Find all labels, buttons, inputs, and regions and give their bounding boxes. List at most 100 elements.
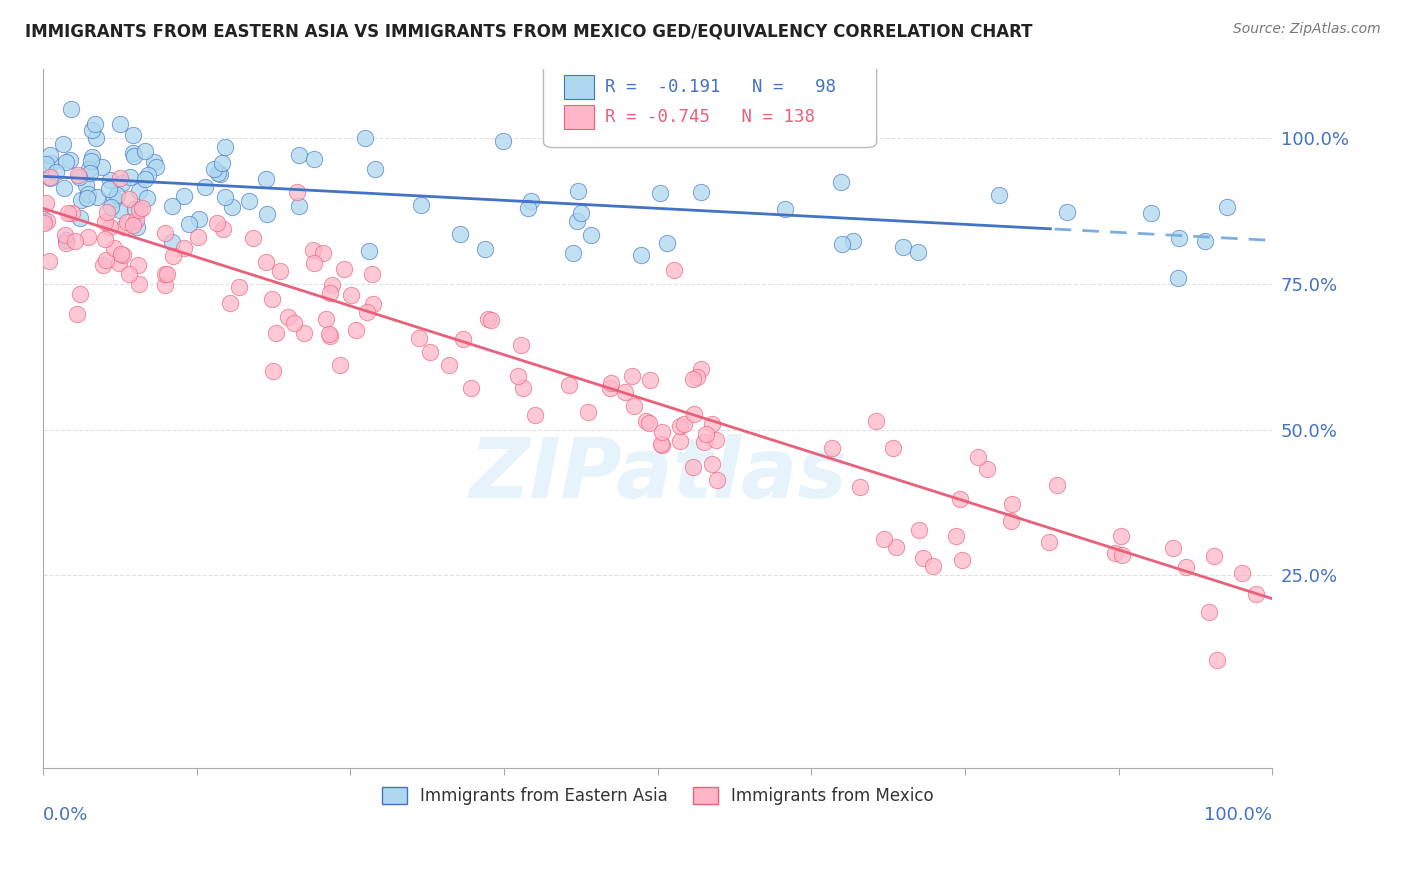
Point bbox=[62, 205, 84, 219]
Point bbox=[907, 245, 929, 260]
Point bbox=[820, 442, 842, 456]
Text: 0.0%: 0.0% bbox=[44, 806, 89, 824]
Point bbox=[55, 155, 77, 169]
Point bbox=[1244, 587, 1267, 601]
Point bbox=[128, 277, 150, 292]
Point bbox=[238, 194, 260, 208]
Point bbox=[76, 191, 98, 205]
Point bbox=[108, 171, 131, 186]
Point bbox=[512, 381, 534, 395]
Point bbox=[108, 202, 131, 217]
Point bbox=[160, 199, 183, 213]
Point bbox=[155, 278, 177, 293]
Point bbox=[262, 364, 284, 378]
Point bbox=[162, 249, 184, 263]
Point bbox=[254, 255, 277, 269]
Point bbox=[682, 372, 704, 386]
Point bbox=[194, 180, 217, 194]
Point bbox=[361, 268, 384, 282]
Point bbox=[52, 136, 75, 151]
Point bbox=[682, 459, 704, 474]
Point bbox=[118, 192, 141, 206]
Point bbox=[38, 171, 60, 186]
Point bbox=[45, 165, 67, 179]
Point bbox=[321, 278, 343, 293]
Point bbox=[599, 381, 621, 395]
Point bbox=[1104, 546, 1126, 560]
Point bbox=[361, 296, 384, 310]
Point bbox=[58, 153, 80, 167]
Point bbox=[127, 258, 149, 272]
Point bbox=[908, 523, 931, 537]
Point bbox=[509, 338, 531, 352]
Point bbox=[97, 182, 120, 196]
Point bbox=[98, 173, 121, 187]
FancyBboxPatch shape bbox=[544, 63, 876, 147]
Text: 100.0%: 100.0% bbox=[1205, 806, 1272, 824]
Point bbox=[82, 123, 104, 137]
Point bbox=[474, 242, 496, 256]
Point bbox=[460, 381, 482, 395]
Point bbox=[706, 473, 728, 487]
Point bbox=[96, 205, 118, 219]
Point bbox=[214, 190, 236, 204]
Point bbox=[91, 160, 114, 174]
Point bbox=[86, 190, 108, 204]
Point bbox=[110, 117, 132, 131]
Point bbox=[287, 185, 309, 199]
Point bbox=[945, 529, 967, 543]
Point bbox=[208, 167, 231, 181]
Point bbox=[1198, 605, 1220, 619]
Point bbox=[153, 267, 176, 281]
Point bbox=[38, 169, 60, 184]
Point bbox=[340, 288, 363, 302]
Point bbox=[122, 218, 145, 232]
Point bbox=[637, 416, 659, 430]
Point bbox=[112, 219, 135, 234]
Point bbox=[328, 358, 350, 372]
Point bbox=[408, 330, 430, 344]
Point bbox=[669, 419, 692, 434]
Point bbox=[79, 166, 101, 180]
Point bbox=[55, 233, 77, 247]
Point bbox=[567, 214, 589, 228]
Point bbox=[599, 376, 621, 391]
Point bbox=[202, 162, 225, 177]
Point bbox=[318, 326, 340, 341]
Point bbox=[302, 256, 325, 270]
Point bbox=[128, 202, 150, 217]
Point bbox=[319, 286, 342, 301]
Point bbox=[39, 156, 62, 170]
Point bbox=[650, 436, 672, 450]
Point bbox=[451, 332, 474, 346]
Point bbox=[156, 267, 179, 281]
Point bbox=[693, 434, 716, 449]
Point bbox=[69, 287, 91, 301]
Point bbox=[254, 171, 277, 186]
Point bbox=[702, 417, 724, 431]
Point bbox=[884, 540, 907, 554]
Point bbox=[1205, 653, 1227, 667]
Point bbox=[967, 450, 990, 464]
Point bbox=[124, 202, 146, 216]
Point bbox=[648, 186, 671, 201]
Point bbox=[283, 316, 305, 330]
Y-axis label: GED/Equivalency: GED/Equivalency bbox=[0, 347, 8, 489]
Point bbox=[228, 280, 250, 294]
Point bbox=[32, 212, 55, 227]
Point bbox=[173, 189, 195, 203]
Point bbox=[211, 156, 233, 170]
Point bbox=[1202, 549, 1225, 563]
Point bbox=[187, 230, 209, 244]
Point bbox=[53, 181, 76, 195]
Text: R = -0.745   N = 138: R = -0.745 N = 138 bbox=[605, 108, 815, 126]
Point bbox=[1046, 478, 1069, 492]
Point bbox=[121, 146, 143, 161]
Point bbox=[66, 307, 89, 321]
Point bbox=[1194, 234, 1216, 248]
Point bbox=[122, 149, 145, 163]
Point bbox=[98, 220, 121, 235]
Point bbox=[76, 229, 98, 244]
Point bbox=[831, 237, 853, 252]
Point bbox=[55, 235, 77, 250]
